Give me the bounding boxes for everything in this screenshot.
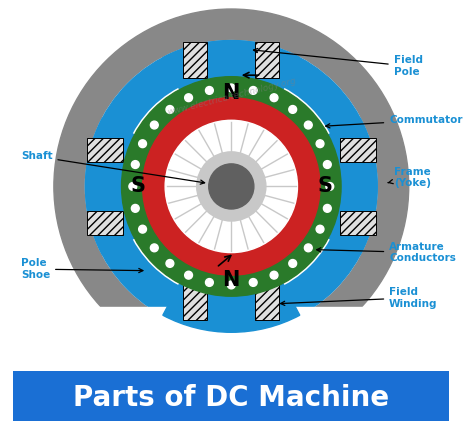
Circle shape [185,94,192,101]
Text: Field
Winding: Field Winding [281,287,438,309]
Circle shape [323,205,331,212]
Circle shape [206,87,213,94]
Circle shape [289,259,297,267]
Circle shape [150,121,158,129]
Circle shape [54,9,409,364]
FancyBboxPatch shape [87,210,123,234]
Wedge shape [85,118,142,255]
Circle shape [316,140,324,148]
Circle shape [121,77,341,296]
FancyBboxPatch shape [339,210,376,234]
Circle shape [166,259,174,267]
Polygon shape [201,310,261,334]
Circle shape [120,75,343,298]
Text: www.electricaltechnology.org: www.electricaltechnology.org [166,76,297,117]
FancyBboxPatch shape [255,284,279,320]
Circle shape [270,271,278,279]
Circle shape [166,106,174,113]
Text: Parts of DC Machine: Parts of DC Machine [73,384,389,413]
Polygon shape [174,307,289,374]
Wedge shape [320,118,377,255]
FancyBboxPatch shape [216,382,246,403]
Circle shape [150,244,158,252]
Text: Frame
(Yoke): Frame (Yoke) [388,167,431,188]
Circle shape [129,183,137,190]
Polygon shape [144,310,201,400]
Polygon shape [36,310,427,412]
Circle shape [131,205,139,212]
Polygon shape [258,382,339,403]
Wedge shape [163,40,300,98]
Circle shape [197,152,266,221]
Text: Commutator: Commutator [326,115,463,128]
Circle shape [326,183,334,190]
Circle shape [185,271,192,279]
Circle shape [249,87,257,94]
FancyBboxPatch shape [339,139,376,163]
Text: S: S [130,176,146,197]
Circle shape [131,161,139,168]
Circle shape [323,161,331,168]
Circle shape [85,40,377,332]
Circle shape [143,98,320,275]
Polygon shape [123,382,204,403]
FancyBboxPatch shape [13,371,449,421]
Circle shape [209,164,254,209]
Text: Pole
Shoe: Pole Shoe [21,258,143,280]
Circle shape [139,225,146,233]
Text: S: S [317,176,332,197]
Circle shape [85,40,377,332]
Text: N: N [223,83,240,103]
Polygon shape [203,335,260,400]
Circle shape [316,225,324,233]
Polygon shape [66,307,397,412]
Circle shape [228,84,235,92]
Text: N: N [223,270,240,290]
Circle shape [139,140,146,148]
Circle shape [249,279,257,286]
Circle shape [270,94,278,101]
Circle shape [304,244,312,252]
Circle shape [165,120,298,253]
FancyBboxPatch shape [87,139,123,163]
Text: Armature
Conductors: Armature Conductors [317,242,456,264]
Circle shape [289,106,297,113]
Circle shape [228,281,235,289]
Polygon shape [261,310,319,400]
Circle shape [206,279,213,286]
FancyBboxPatch shape [183,42,207,78]
Text: Field
Pole: Field Pole [254,48,423,77]
FancyBboxPatch shape [255,42,279,78]
FancyBboxPatch shape [183,284,207,320]
Text: Shaft: Shaft [21,152,205,184]
Polygon shape [174,310,289,374]
Circle shape [304,121,312,129]
Wedge shape [163,275,300,332]
